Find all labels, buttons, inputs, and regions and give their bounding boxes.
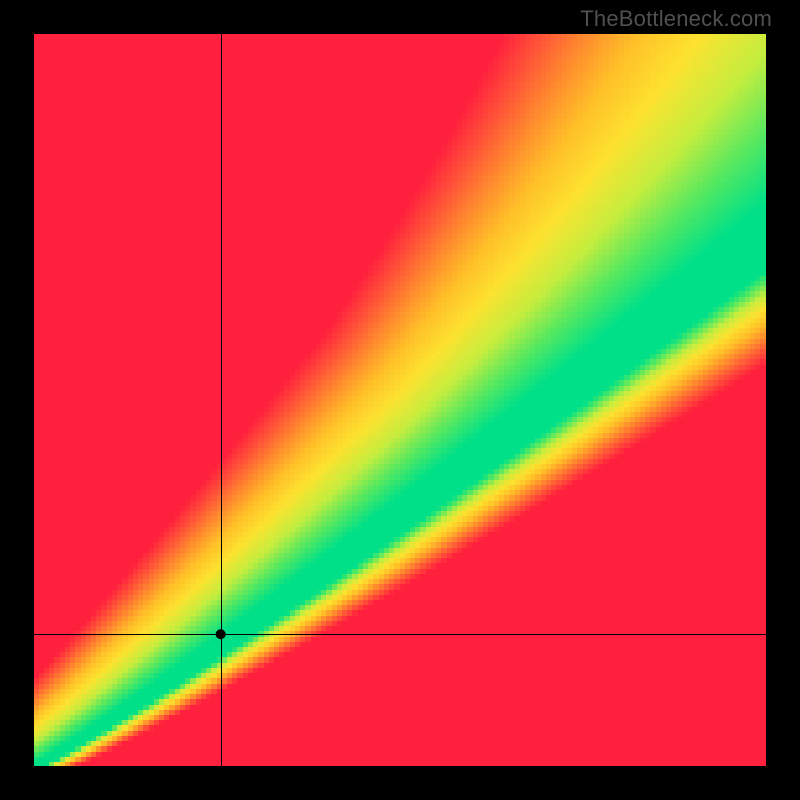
watermark-text: TheBottleneck.com [580,6,772,32]
heatmap-canvas [0,0,800,800]
chart-container: TheBottleneck.com [0,0,800,800]
